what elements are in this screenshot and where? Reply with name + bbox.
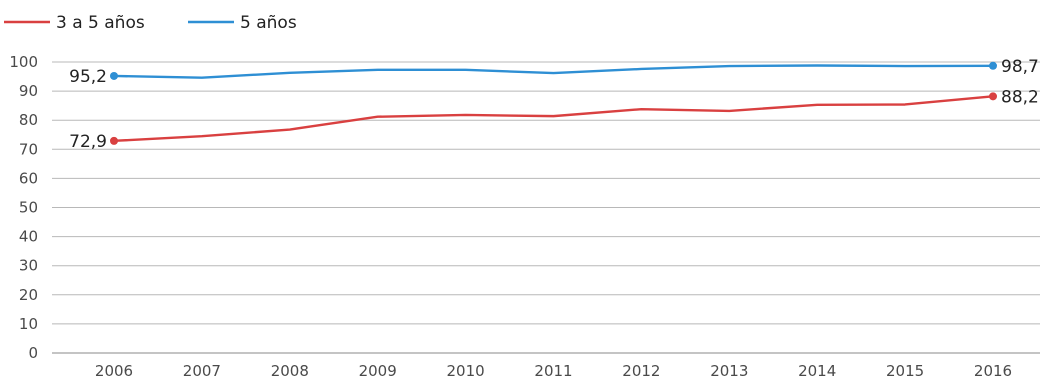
data-label: 95,2 [69,67,107,87]
x-tick-label: 2011 [534,362,572,378]
series-line [112,64,995,79]
data-point [110,71,118,80]
x-tick-label: 2008 [271,362,309,378]
legend-label: 5 años [240,13,297,33]
y-tick-label: 20 [19,286,38,304]
data-label: 72,9 [69,132,107,152]
x-tick-label: 2015 [886,362,924,378]
legend-label: 3 a 5 años [56,13,145,33]
x-tick-label: 2006 [95,362,133,378]
y-tick-label: 30 [19,257,38,275]
y-tick-label: 70 [19,140,38,158]
data-label: 88,2 [1001,87,1039,107]
x-tick-label: 2014 [798,362,836,378]
x-tick-label: 2007 [183,362,221,378]
y-tick-label: 80 [19,111,38,129]
x-tick-label: 2013 [710,362,748,378]
y-tick-label: 50 [19,199,38,217]
x-tick-label: 2010 [447,362,485,378]
data-label: 98,7 [1001,57,1039,77]
y-tick-label: 90 [19,82,38,100]
data-point [989,92,997,101]
series-line [112,95,995,143]
y-tick-label: 60 [19,169,38,187]
x-tick-label: 2016 [974,362,1012,378]
y-tick-label: 100 [9,53,38,71]
x-tick-label: 2009 [359,362,397,378]
data-point [110,136,118,145]
y-tick-label: 10 [19,315,38,333]
y-tick-label: 40 [19,228,38,246]
x-tick-label: 2012 [622,362,660,378]
data-point [989,61,997,70]
y-tick-label: 0 [28,344,38,362]
